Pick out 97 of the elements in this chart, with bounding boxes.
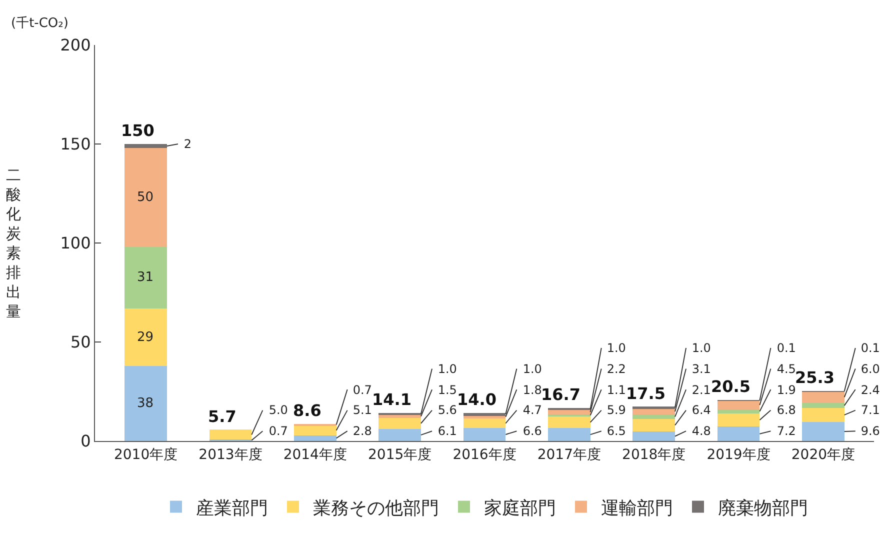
data-label: 1.0: [519, 362, 542, 376]
data-label: 6.1: [434, 424, 457, 438]
total-label: 25.3: [795, 368, 834, 387]
x-tick-label: 2013年度: [198, 446, 262, 463]
bar: [294, 425, 336, 436]
total-label: 16.7: [541, 385, 580, 404]
data-label: 2.1: [688, 383, 711, 397]
total-label: 5.7: [208, 407, 236, 426]
total-label: 17.5: [626, 384, 666, 403]
bar: [378, 418, 421, 429]
y-tick-label: 200: [60, 36, 91, 55]
bar: [717, 410, 760, 414]
bar: [802, 408, 844, 422]
data-label: 9.6: [857, 424, 880, 438]
data-label: 6.0: [857, 362, 880, 376]
bar: [378, 414, 421, 418]
bar: [294, 435, 336, 441]
data-label: 29: [137, 330, 154, 345]
x-tick-label: 2010年度: [114, 446, 178, 463]
y-tick-label: 0: [80, 432, 91, 451]
data-label: 2.4: [857, 383, 880, 397]
total-label: 150: [121, 121, 154, 140]
data-label: 1.0: [434, 362, 457, 376]
total-label: 20.5: [711, 377, 750, 396]
data-label: 6.8: [773, 403, 796, 417]
y-tick-label: 100: [60, 234, 91, 253]
data-label: 1.1: [603, 383, 626, 397]
bar: [209, 430, 252, 440]
data-label: 6.6: [519, 424, 542, 438]
data-label: 1.9: [773, 383, 796, 397]
data-label: 1.8: [519, 383, 542, 397]
bar: [632, 414, 676, 419]
x-tick-label: 2016年度: [452, 446, 516, 463]
x-tick-label: 2017年度: [537, 446, 601, 463]
data-label: 6.4: [688, 403, 711, 417]
bar: [802, 422, 844, 441]
data-label: 4.7: [519, 403, 542, 417]
data-label: 7.2: [773, 424, 796, 438]
data-label: 3.1: [688, 362, 711, 376]
data-label: 5.6: [434, 403, 457, 417]
bar: [802, 403, 844, 408]
total-label: 14.0: [457, 390, 496, 409]
data-label: 2.8: [349, 424, 372, 438]
bar: [548, 410, 590, 414]
bar: [463, 428, 506, 441]
bar: [548, 428, 590, 441]
bar: [463, 413, 506, 416]
legend-label: 業務その他部門: [313, 498, 439, 519]
data-label: 1.5: [434, 383, 457, 397]
bar: [124, 144, 167, 148]
x-tick-label: 2020年度: [791, 446, 856, 463]
total-label: 14.1: [372, 390, 412, 409]
bar: [378, 428, 421, 441]
y-tick-label: 50: [70, 332, 91, 352]
data-label: 5.0: [265, 403, 288, 417]
data-label: 4.8: [688, 424, 711, 438]
data-label: 50: [137, 190, 154, 205]
legend-label: 運輸部門: [601, 498, 673, 519]
bar: [632, 418, 676, 432]
bar: [124, 308, 167, 366]
bar: [717, 413, 760, 427]
y-tick-label: 150: [60, 134, 91, 154]
x-tick-label: 2018年度: [622, 446, 686, 463]
bar: [802, 391, 844, 404]
data-label: 38: [137, 396, 154, 411]
legend-label: 家庭部門: [484, 498, 556, 519]
legend-label: 廃棄物部門: [718, 498, 808, 519]
bar: [124, 246, 167, 308]
data-label: 5.1: [349, 403, 372, 417]
data-label: 6.5: [603, 424, 626, 438]
bar: [632, 432, 676, 441]
y-axis-title: 二酸化炭素排出量: [6, 166, 21, 320]
bar: [717, 426, 760, 441]
data-label: 0.1: [773, 341, 796, 355]
data-label: 2: [180, 137, 192, 151]
data-label: 31: [137, 270, 154, 285]
bar: [463, 418, 506, 428]
bar: [632, 408, 676, 415]
bar: [124, 366, 167, 441]
bar: [124, 148, 167, 247]
bar: [548, 416, 590, 428]
data-label: 0.1: [857, 341, 880, 355]
data-label: 0.7: [349, 383, 372, 397]
data-label: 1.0: [603, 341, 626, 355]
data-label: 1.0: [688, 341, 711, 355]
data-label: 5.9: [603, 403, 626, 417]
data-label: 0.7: [265, 424, 288, 438]
data-label: 7.1: [857, 403, 880, 417]
x-tick-label: 2014年度: [283, 446, 347, 463]
text: (千t-CO₂): [11, 16, 68, 31]
legend-label: 産業部門: [196, 498, 268, 519]
data-label: 4.5: [773, 362, 796, 376]
x-tick-label: 2015年度: [368, 446, 432, 463]
data-label: 2.2: [603, 362, 626, 376]
bar: [717, 400, 760, 410]
x-tick-label: 2019年度: [706, 446, 770, 463]
total-label: 8.6: [293, 401, 322, 420]
